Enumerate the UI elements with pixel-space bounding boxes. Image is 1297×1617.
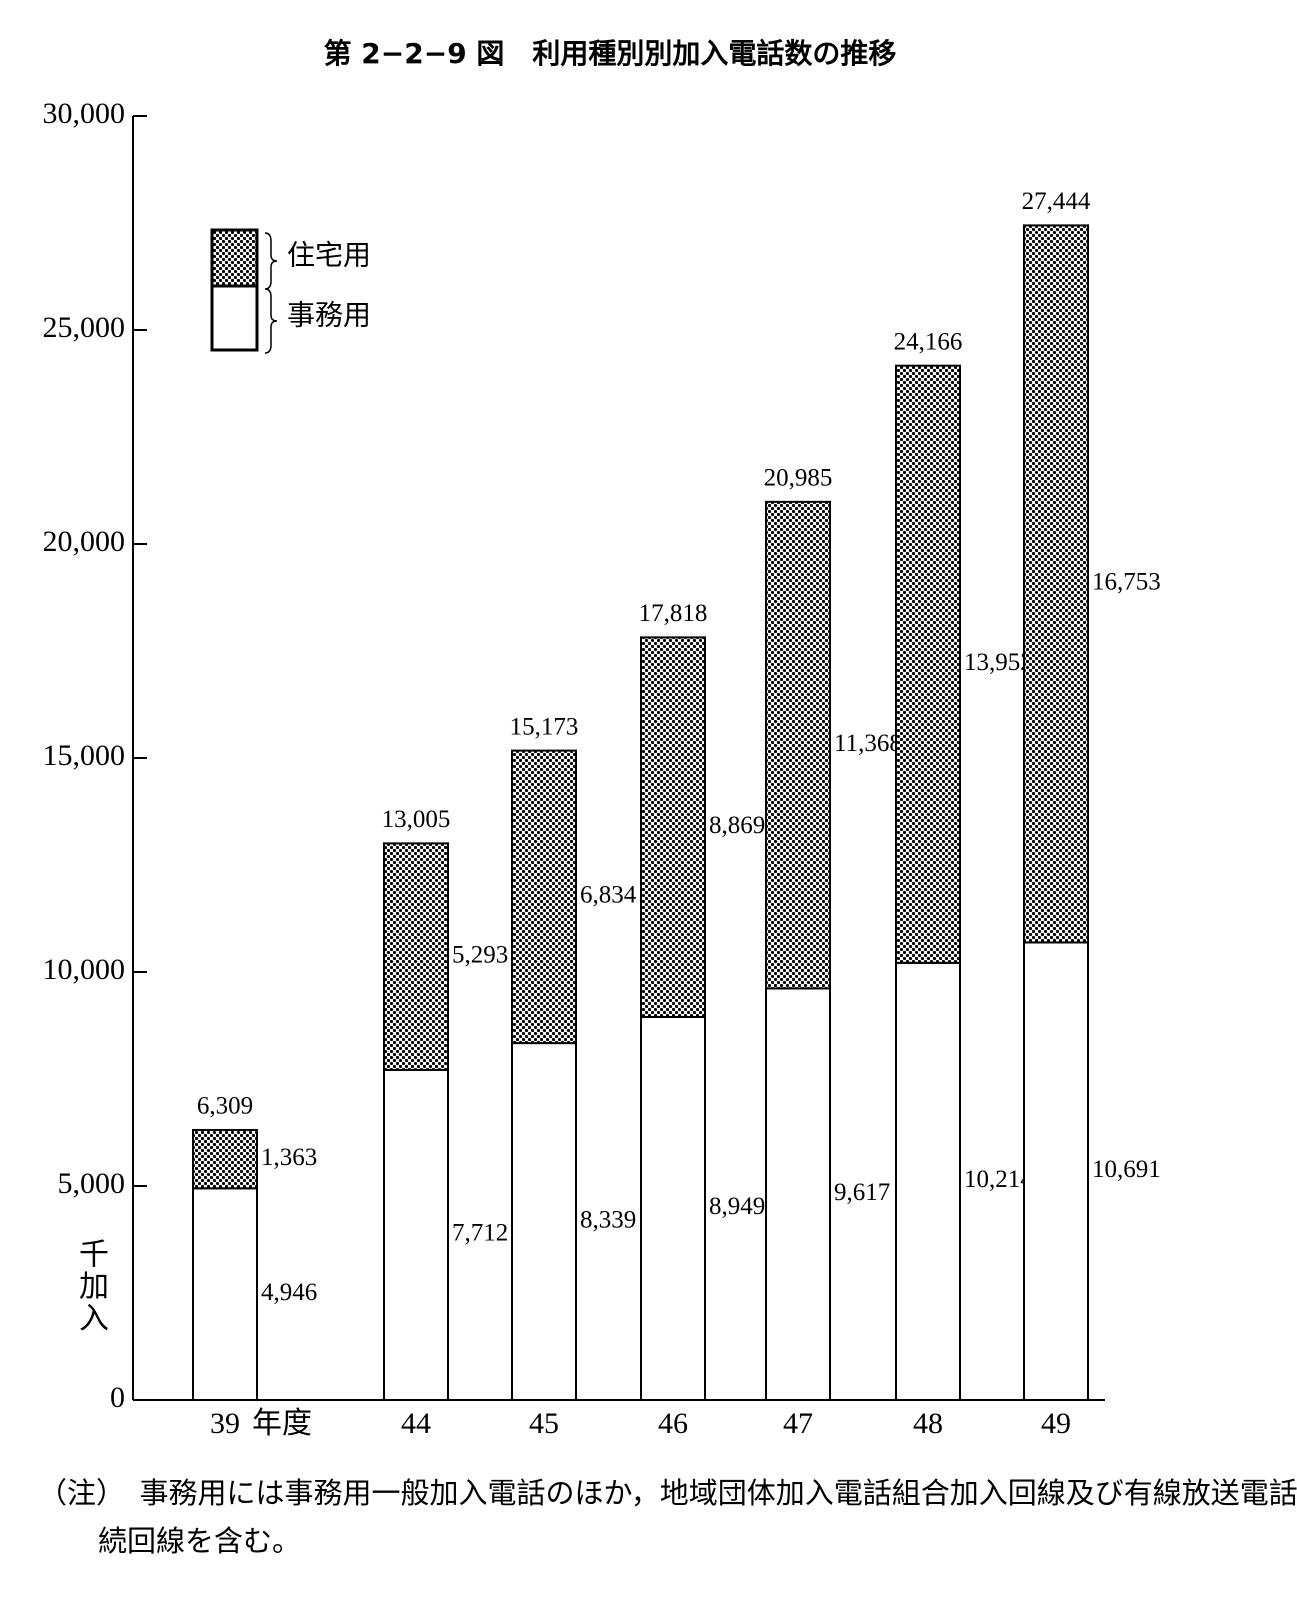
x-tick-label: 49 [1041,1407,1071,1440]
note: （注） 事務用には事務用一般加入電話のほか，地域団体加入電話組合加入回線及び有線… [38,1478,1297,1558]
value-label: 11,368 [834,730,902,757]
y-axis-label: 千加入 [74,1238,107,1334]
x-axis-label: 年度 [252,1407,312,1440]
bar-segment [192,1128,258,1190]
x-tick-label: 46 [658,1407,688,1440]
x-tick-label: 48 [913,1407,943,1440]
value-label: 5,293 [452,941,508,968]
value-label: 8,949 [709,1193,765,1220]
value-label: 16,753 [1092,569,1161,596]
legend-label: 事務用 [287,299,371,331]
bar-segment [1023,941,1089,1401]
value-label: 8,869 [709,812,765,839]
chart-title: 第 2−2−9 図 利用種別別加入電話数の推移 [324,37,897,70]
value-label: 10,691 [1092,1156,1161,1183]
bar-segment [640,1015,706,1401]
total-label: 24,166 [894,328,963,355]
total-label: 27,444 [1022,188,1091,215]
total-label: 17,818 [639,600,708,627]
legend-label: 住宅用 [287,239,371,271]
y-tick-label: 20,000 [43,525,126,558]
bar-segment [511,749,577,1045]
bar-segment [511,1042,577,1402]
legend-swatch [210,228,259,288]
bar-segment [765,500,831,990]
y-tick-label: 10,000 [43,953,126,986]
value-label: 1,363 [261,1144,317,1171]
x-tick-label: 45 [529,1407,559,1440]
value-label: 4,946 [261,1279,317,1306]
total-label: 15,173 [510,713,579,740]
x-tick-label: 47 [783,1407,813,1440]
value-label: 7,712 [452,1220,508,1247]
total-label: 20,985 [764,465,833,492]
value-label: 13,952 [964,649,1033,676]
value-label: 9,617 [834,1179,890,1206]
y-tick-label: 30,000 [43,97,126,130]
bar-segment [383,842,449,1071]
bar-segment [192,1187,258,1401]
y-tick-label: 15,000 [43,739,126,772]
bar-segment [1023,224,1089,944]
bar-segment [895,364,961,964]
total-label: 13,005 [382,806,451,833]
y-tick-label: 25,000 [43,311,126,344]
x-tick-label: 44 [401,1407,431,1440]
y-tick-label: 0 [110,1381,125,1414]
value-label: 8,339 [580,1206,636,1233]
bar-segment [765,987,831,1401]
y-tick-label: 5,000 [58,1167,126,1200]
legend-brace [264,288,278,354]
value-label: 6,834 [580,882,637,909]
total-label: 6,309 [197,1093,253,1120]
bar-segment [895,961,961,1402]
legend-swatch [210,284,259,352]
bar-segment [640,636,706,1018]
bar-segment [383,1068,449,1401]
value-label: 10,214 [964,1166,1033,1193]
x-tick-label: 39 [210,1407,240,1440]
legend-brace [264,232,278,290]
